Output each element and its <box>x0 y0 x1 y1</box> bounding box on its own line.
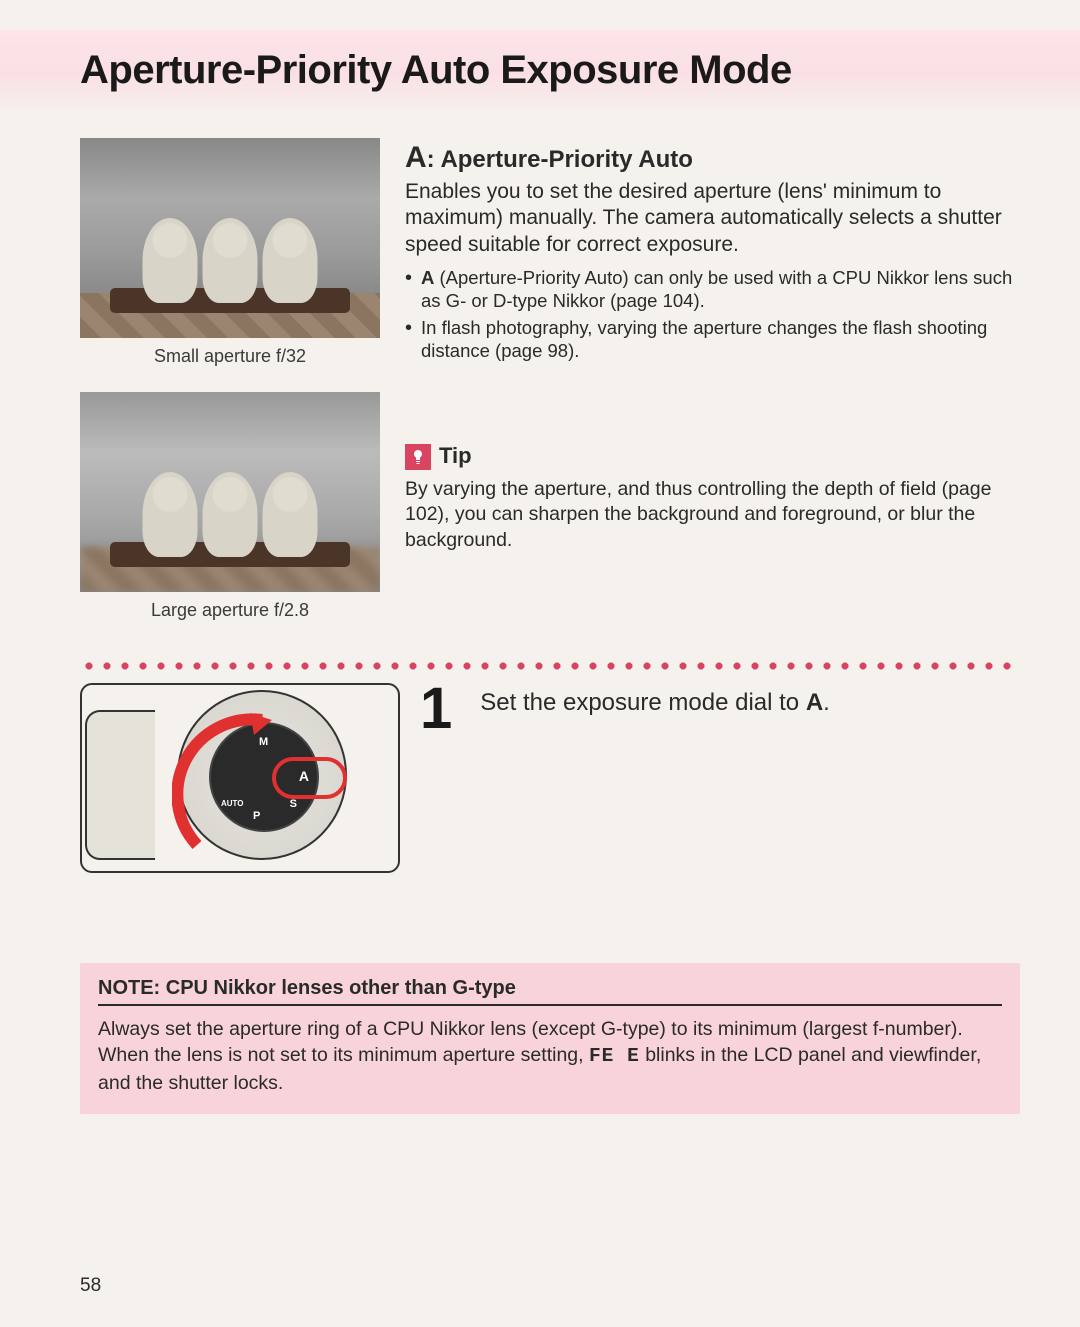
note-title: NOTE: CPU Nikkor lenses other than G-typ… <box>98 977 1002 1006</box>
tip-heading: Tip <box>405 442 1020 471</box>
bullet-2: In flash photography, varying the apertu… <box>405 316 1020 362</box>
note-body: Always set the aperture ring of a CPU Ni… <box>98 1016 1002 1096</box>
bullet-1: A (Aperture-Priority Auto) can only be u… <box>405 266 1020 312</box>
photo-column: Small aperture f/32 Large aperture f/2.8 <box>80 138 380 646</box>
dotted-divider <box>80 661 1020 671</box>
mode-heading: A: Aperture-Priority Auto <box>405 138 1020 177</box>
page-title: Aperture-Priority Auto Exposure Mode <box>80 48 1020 93</box>
mode-description: Enables you to set the desired aperture … <box>405 179 1020 258</box>
tip-label: Tip <box>439 442 472 471</box>
sample-photo-small-aperture <box>80 138 380 338</box>
step-text: Set the exposure mode dial to A. <box>480 683 830 717</box>
tip-text: By varying the aperture, and thus contro… <box>405 477 1020 553</box>
sample-photo-large-aperture <box>80 392 380 592</box>
photo-caption-1: Small aperture f/32 <box>80 346 380 367</box>
photo-caption-2: Large aperture f/2.8 <box>80 600 380 621</box>
mode-name: : Aperture-Priority Auto <box>427 146 693 173</box>
title-band: Aperture-Priority Auto Exposure Mode <box>0 30 1080 118</box>
mode-bullets: A (Aperture-Priority Auto) can only be u… <box>405 266 1020 363</box>
mode-dial-illustration: M A S P AUTO <box>80 683 400 873</box>
page-number: 58 <box>80 1275 101 1297</box>
lightbulb-icon <box>405 444 431 470</box>
highlight-oval <box>272 757 347 799</box>
mode-symbol: A <box>405 141 427 174</box>
note-box: NOTE: CPU Nikkor lenses other than G-typ… <box>80 963 1020 1114</box>
step-number: 1 <box>420 683 452 735</box>
